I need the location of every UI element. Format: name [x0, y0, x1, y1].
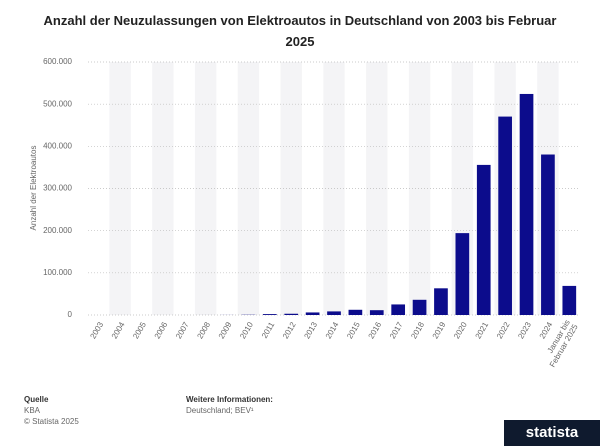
x-tick-label: 2003: [89, 320, 106, 340]
logo: statista: [504, 420, 600, 446]
column-band: [408, 62, 431, 315]
copyright: © Statista 2025: [24, 417, 79, 426]
y-axis-label: Anzahl der Elektroautos: [29, 146, 38, 231]
bar: [412, 299, 427, 315]
x-tick-label: 2007: [174, 320, 191, 340]
bar: [562, 285, 577, 315]
x-tick-label: 2013: [302, 320, 319, 340]
y-tick-label: 600.000: [43, 57, 72, 66]
info-heading: Weitere Informationen:: [186, 395, 273, 404]
x-tick-label: 2004: [110, 320, 127, 340]
x-tick-label: 2022: [495, 320, 512, 340]
chart: Anzahl der Elektroautos 0 100.000 200.000 3…: [29, 57, 580, 369]
column-band: [237, 62, 260, 315]
x-tick-label: 2008: [196, 320, 213, 340]
x-tick-label: 2009: [217, 320, 234, 340]
source: KBA: [24, 406, 41, 415]
bar: [455, 233, 470, 315]
x-tick-label: 2012: [281, 320, 298, 340]
bar: [498, 116, 512, 315]
x-tick-label: 2010: [238, 320, 255, 340]
x-tick-label: 2015: [345, 320, 362, 340]
y-tick-label: 300.000: [43, 184, 72, 193]
x-tick-label: 2006: [153, 320, 170, 340]
x-tick-label: 2020: [452, 320, 469, 340]
bar: [369, 310, 384, 315]
info-block: Weitere Informationen: Deutschland; BEV¹: [186, 394, 273, 416]
x-tick-label: 2011: [260, 320, 277, 340]
chart-title: Anzahl der Neuzulassungen von Elektroaut…: [43, 13, 557, 49]
bar: [541, 154, 555, 315]
bar: [284, 313, 299, 315]
bar: [519, 93, 534, 316]
column-band: [109, 62, 131, 315]
bar: [262, 314, 277, 315]
column-band: [152, 62, 174, 315]
x-tick-label: 2023: [516, 320, 533, 340]
x-tick-label: 2014: [324, 320, 341, 340]
x-tick-label: 2021: [474, 320, 491, 340]
bar: [391, 304, 406, 315]
y-tick-label: 0: [68, 310, 73, 319]
x-tick-label: 2019: [431, 320, 448, 340]
bar: [476, 164, 491, 315]
y-tick-label: 500.000: [43, 99, 72, 108]
y-tick-label: 200.000: [43, 226, 72, 235]
y-tick-label: 100.000: [43, 268, 72, 277]
bar: [348, 309, 363, 315]
info: Deutschland; BEV¹: [186, 406, 254, 415]
x-tick-label: 2018: [409, 320, 426, 340]
bar: [327, 311, 341, 315]
x-tick-label: 2005: [131, 320, 148, 340]
x-tick-label: 2017: [388, 320, 405, 340]
x-tick-label: 2016: [367, 320, 384, 340]
column-band: [280, 62, 302, 315]
source-heading: Quelle: [24, 395, 49, 404]
bar: [434, 288, 448, 315]
y-tick-label: 400.000: [43, 141, 72, 150]
bar: [305, 312, 320, 315]
source-block: Quelle KBA © Statista 2025: [24, 394, 79, 427]
